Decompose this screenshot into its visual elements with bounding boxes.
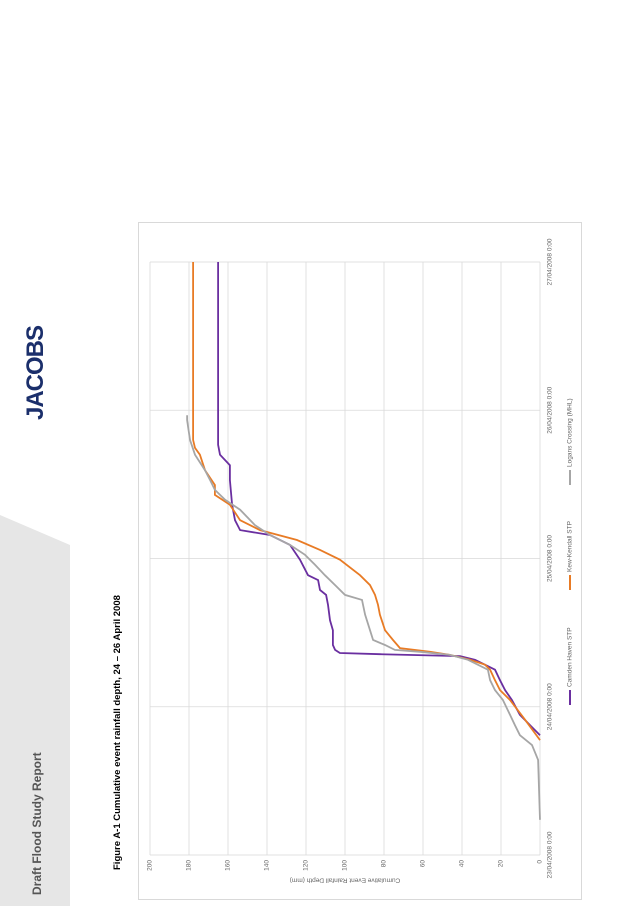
y-tick-label: 80: [381, 860, 388, 868]
y-tick-label: 40: [459, 860, 466, 868]
legend-label: Kew-Kendall STP: [567, 521, 574, 572]
y-tick-label: 180: [186, 860, 193, 871]
y-tick-label: 140: [264, 860, 271, 871]
y-tick-label: 0: [537, 860, 544, 864]
report-title: Draft Flood Study Report: [30, 752, 44, 895]
x-tick-label: 27/04/2008 0:00: [547, 238, 554, 285]
y-tick-label: 160: [225, 860, 232, 871]
y-tick-label: 60: [420, 860, 427, 868]
series-line: [192, 262, 541, 741]
x-tick-label: 25/04/2008 0:00: [547, 535, 554, 582]
legend-label: Logans Crossing (MHL): [567, 398, 574, 467]
y-tick-label: 20: [498, 860, 505, 868]
chart: Cumulative Event Rainfall Depth (mm) 0 20…: [138, 222, 582, 900]
header-band: [0, 515, 70, 906]
x-tick-label: 23/04/2008 0:00: [547, 831, 554, 878]
chart-frame: [138, 222, 582, 900]
y-axis-title: Cumulative Event Rainfall Depth (mm): [290, 876, 401, 883]
logo: JACOBS: [22, 325, 49, 420]
figure-caption: Figure A-1 Cumulative event rainfall dep…: [112, 595, 123, 870]
y-tick-label: 200: [147, 860, 154, 871]
x-tick-label: 24/04/2008 0:00: [547, 683, 554, 730]
y-tick-label: 100: [342, 860, 349, 871]
y-tick-label: 120: [303, 860, 310, 871]
x-tick-label: 26/04/2008 0:00: [547, 386, 554, 433]
legend-label: Camden Haven STP: [567, 627, 574, 687]
series-line: [186, 415, 541, 820]
